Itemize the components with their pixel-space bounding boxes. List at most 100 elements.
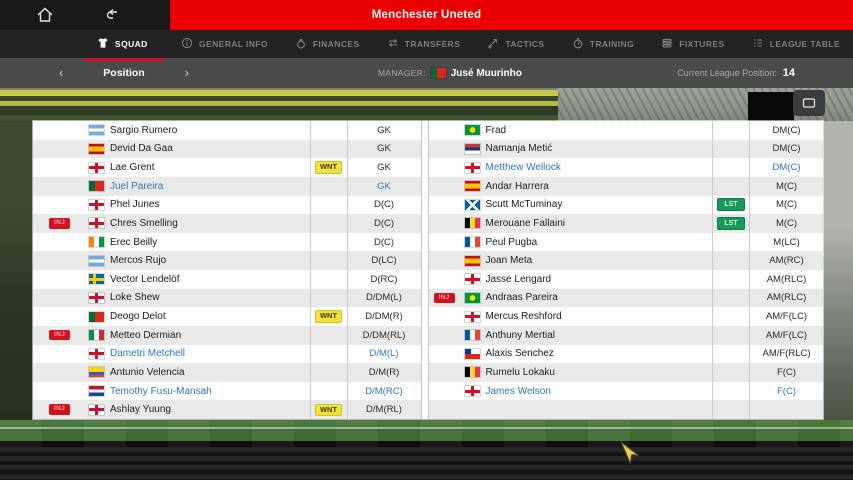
- player-row[interactable]: Loke Shew D/DM(L): [33, 288, 421, 308]
- player-row[interactable]: Andar Harrera M(C): [428, 176, 823, 196]
- league-position-value: 14: [782, 67, 795, 79]
- back-icon[interactable]: [102, 4, 124, 26]
- player-position: D(C): [346, 195, 421, 215]
- player-row[interactable]: Phel Junes D(C): [33, 195, 421, 215]
- portugal-flag-icon: [89, 181, 104, 192]
- france-flag-icon: [464, 330, 480, 341]
- player-row[interactable]: Jasse Lengard AM(RLC): [428, 270, 823, 289]
- player-row[interactable]: Metthew Wellock DM(C): [428, 158, 823, 177]
- moneybag-icon: [295, 37, 307, 51]
- tab-league-table[interactable]: LEAGUE TABLE: [738, 30, 853, 58]
- chile-flag-icon: [464, 348, 480, 359]
- player-row[interactable]: Erec Beilly D(C): [33, 232, 421, 252]
- player-row[interactable]: Namanja Metić DM(C): [428, 139, 823, 159]
- tab-fixtures[interactable]: FIXTURES: [647, 30, 737, 58]
- player-badge-cell: [712, 307, 749, 326]
- player-name-cell: Frad: [429, 121, 713, 140]
- player-row[interactable]: Alaxis Senchez AM/F(RLC): [428, 344, 823, 364]
- player-position: GK: [346, 139, 421, 159]
- player-name-cell: Temothy Fusu-Mansah: [33, 382, 310, 401]
- tab-training[interactable]: TRAINING: [558, 30, 648, 58]
- player-position: D(RC): [346, 270, 421, 289]
- bullet-list-icon: [752, 37, 764, 51]
- player-badge-cell: WNT: [309, 158, 347, 177]
- player-row[interactable]: Merouane Fallaini LST M(C): [428, 214, 823, 233]
- player-position: GK: [346, 176, 421, 196]
- player-row[interactable]: Deogo Delot WNT D/DM(R): [33, 307, 421, 326]
- player-row[interactable]: Juel Pareira GK: [33, 176, 421, 196]
- home-icon[interactable]: [34, 4, 56, 26]
- player-row[interactable]: Joan Meta AM(RC): [428, 251, 823, 270]
- player-name: Ashlay Yuung: [110, 404, 171, 416]
- player-row[interactable]: Vector Lendelöf D(RC): [33, 270, 421, 289]
- pager-prev-icon[interactable]: ‹: [59, 65, 64, 80]
- tab-squad[interactable]: SQUAD: [83, 30, 167, 61]
- player-badge-cell: LST: [712, 214, 749, 233]
- player-row[interactable]: Frad DM(C): [428, 121, 823, 140]
- player-name-cell: Joan Meta: [429, 251, 713, 270]
- manager-name[interactable]: Jusé Muurinho: [450, 67, 522, 79]
- player-name: Temothy Fusu-Mansah: [110, 385, 212, 397]
- tab-transfers[interactable]: TRANSFERS: [373, 30, 474, 58]
- belgium-flag-icon: [464, 218, 480, 229]
- player-badge-cell: [309, 363, 347, 382]
- player-badge-cell: [712, 121, 749, 140]
- tab-general-info[interactable]: GENERAL INFO: [167, 30, 281, 58]
- player-name-cell: Jasse Lengard: [429, 270, 713, 289]
- player-name-cell: Merouane Fallaini: [429, 214, 713, 233]
- player-row[interactable]: INJ Ashlay Yuung WNT D/M(RL): [33, 400, 421, 419]
- player-name: Phel Junes: [110, 199, 160, 211]
- tab-tactics[interactable]: TACTICS: [473, 30, 557, 58]
- wanted-badge: WNT: [314, 403, 343, 416]
- player-position: M(C): [749, 176, 823, 196]
- player-row[interactable]: Anthuny Mertial AM/F(LC): [428, 325, 823, 345]
- player-name: Alaxis Senchez: [485, 348, 554, 360]
- argentina-flag-icon: [89, 255, 104, 266]
- player-row[interactable]: Peul Pugba M(LC): [428, 232, 823, 252]
- player-name: Dametri Metchell: [110, 348, 186, 360]
- player-name-cell: Sargio Rumero: [33, 121, 310, 140]
- player-badge-cell: [309, 214, 347, 233]
- player-name: Erec Beilly: [110, 236, 158, 248]
- player-row[interactable]: Antunio Velencia D/M(R): [33, 363, 421, 382]
- player-row[interactable]: Sargio Rumero GK: [33, 121, 421, 140]
- player-badge-cell: [712, 232, 749, 252]
- tab-label: TRANSFERS: [404, 39, 461, 49]
- player-row[interactable]: Mercos Rujo D(LC): [33, 251, 421, 270]
- player-badge-cell: [712, 176, 749, 196]
- player-row[interactable]: Rumelu Lokaku F(C): [428, 363, 823, 382]
- england-flag-icon: [464, 386, 480, 397]
- player-position: DM(C): [749, 121, 823, 140]
- player-name-cell: Alaxis Senchez: [429, 345, 713, 364]
- player-row[interactable]: Lae Grent WNT GK: [33, 158, 421, 177]
- player-row[interactable]: Devid Da Gaa GK: [33, 139, 421, 159]
- player-row[interactable]: James Welson F(C): [428, 381, 823, 401]
- player-name: Metthew Wellock: [485, 162, 561, 174]
- tab-finances[interactable]: FINANCES: [281, 30, 373, 58]
- pager-next-icon[interactable]: ›: [184, 65, 189, 80]
- player-name-cell: Loke Shew: [33, 289, 310, 308]
- tab-label: LEAGUE TABLE: [769, 39, 841, 49]
- player-row[interactable]: Temothy Fusu-Mansah D/M(RC): [33, 381, 421, 401]
- player-position: AM/F(LC): [749, 325, 823, 345]
- squad-column-left: Sargio Rumero GK Devid Da Gaa GK Lae Grent WN…: [33, 121, 422, 419]
- player-name: Juel Pareira: [110, 180, 164, 192]
- player-name: Anthuny Mertial: [485, 329, 555, 341]
- squad-column-right: Frad DM(C) Namanja Metić DM(C) Metthew Wello…: [427, 121, 823, 419]
- change-view-button[interactable]: [793, 90, 825, 116]
- main-tab-bar: SQUAD GENERAL INFO FINANCES TRANSFERS TACTIC…: [0, 30, 853, 61]
- brazil-flag-icon: [464, 125, 480, 136]
- player-row[interactable]: Scutt McTuminay LST M(C): [428, 195, 823, 215]
- player-row[interactable]: Dametri Metchell D/M(L): [33, 344, 421, 364]
- ivory-coast-flag-icon: [89, 237, 104, 248]
- player-name: Mercus Reshford: [485, 311, 562, 323]
- player-row[interactable]: Mercus Reshford AM/F(LC): [428, 307, 823, 326]
- player-row[interactable]: INJ Metteo Dermian D/DM(RL): [33, 325, 421, 345]
- england-flag-icon: [89, 292, 104, 303]
- serbia-flag-icon: [464, 143, 480, 154]
- player-name-cell: Antunio Velencia: [33, 363, 310, 382]
- ecuador-flag-icon: [89, 367, 104, 378]
- player-name: Mercos Rujo: [110, 255, 167, 267]
- player-row[interactable]: INJ Andraas Pareira AM(RLC): [428, 288, 823, 308]
- player-row[interactable]: INJ Chres Smelling D(C): [33, 214, 421, 233]
